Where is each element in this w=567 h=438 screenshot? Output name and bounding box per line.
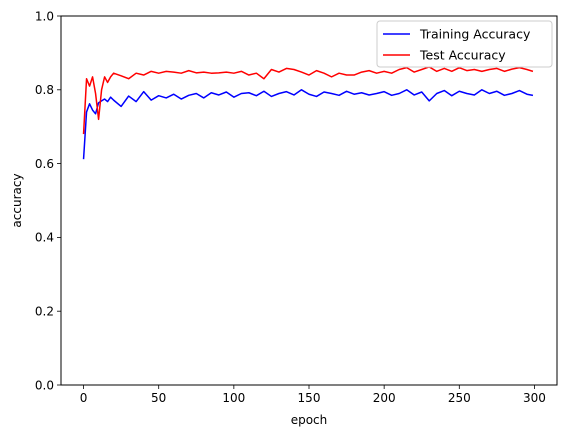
y-tick-label: 0.0 (35, 378, 54, 392)
ticks-layer: 0 50 100 150 200 250 300 0.0 0.2 0.4 0.6 0.8 1.0 (35, 9, 546, 405)
y-tick-label: 0.4 (35, 231, 54, 245)
y-tick-label: 1.0 (35, 9, 54, 23)
legend-box (376, 20, 553, 68)
x-tick-label: 250 (448, 391, 471, 405)
series-line-training-accuracy (82, 89, 534, 160)
y-axis-label: accuracy (10, 173, 24, 227)
x-tick-label: 150 (298, 391, 321, 405)
x-tick-label: 300 (523, 391, 546, 405)
series-line-test-accuracy (82, 66, 534, 135)
x-tick-label: 200 (373, 391, 396, 405)
x-tick-label: 50 (151, 391, 166, 405)
series-layer (82, 66, 534, 160)
y-tick-label: 0.2 (35, 305, 54, 319)
x-axis-label: epoch (291, 413, 328, 427)
y-tick-label: 0.8 (35, 83, 54, 97)
legend-label: Test Accuracy (419, 48, 506, 63)
x-tick-label: 0 (80, 391, 88, 405)
legend-label: Training Accuracy (419, 27, 531, 42)
legend: Training Accuracy Test Accuracy (376, 20, 553, 68)
y-tick-label: 0.6 (35, 157, 54, 171)
x-tick-label: 100 (222, 391, 245, 405)
